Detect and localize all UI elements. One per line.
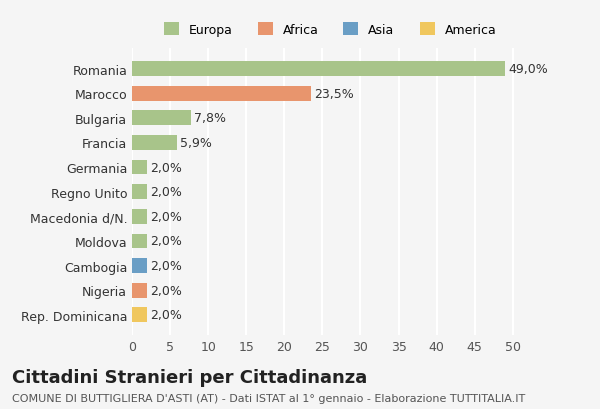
Bar xyxy=(132,234,147,249)
Text: 2,0%: 2,0% xyxy=(150,210,182,223)
Bar xyxy=(132,283,147,298)
Text: Cittadini Stranieri per Cittadinanza: Cittadini Stranieri per Cittadinanza xyxy=(12,368,367,386)
Text: 2,0%: 2,0% xyxy=(150,161,182,174)
Text: COMUNE DI BUTTIGLIERA D'ASTI (AT) - Dati ISTAT al 1° gennaio - Elaborazione TUTT: COMUNE DI BUTTIGLIERA D'ASTI (AT) - Dati… xyxy=(12,393,525,402)
Bar xyxy=(132,185,147,200)
Bar xyxy=(132,258,147,273)
Bar xyxy=(132,87,311,101)
Text: 2,0%: 2,0% xyxy=(150,284,182,297)
Text: 23,5%: 23,5% xyxy=(314,88,354,101)
Bar xyxy=(132,62,505,77)
Text: 2,0%: 2,0% xyxy=(150,186,182,199)
Text: 2,0%: 2,0% xyxy=(150,259,182,272)
Bar xyxy=(132,111,191,126)
Text: 2,0%: 2,0% xyxy=(150,308,182,321)
Text: 5,9%: 5,9% xyxy=(180,137,212,150)
Legend: Europa, Africa, Asia, America: Europa, Africa, Asia, America xyxy=(158,18,502,42)
Bar xyxy=(132,136,177,151)
Text: 49,0%: 49,0% xyxy=(508,63,548,76)
Text: 2,0%: 2,0% xyxy=(150,235,182,248)
Bar xyxy=(132,209,147,224)
Bar xyxy=(132,160,147,175)
Bar xyxy=(132,308,147,322)
Text: 7,8%: 7,8% xyxy=(194,112,226,125)
